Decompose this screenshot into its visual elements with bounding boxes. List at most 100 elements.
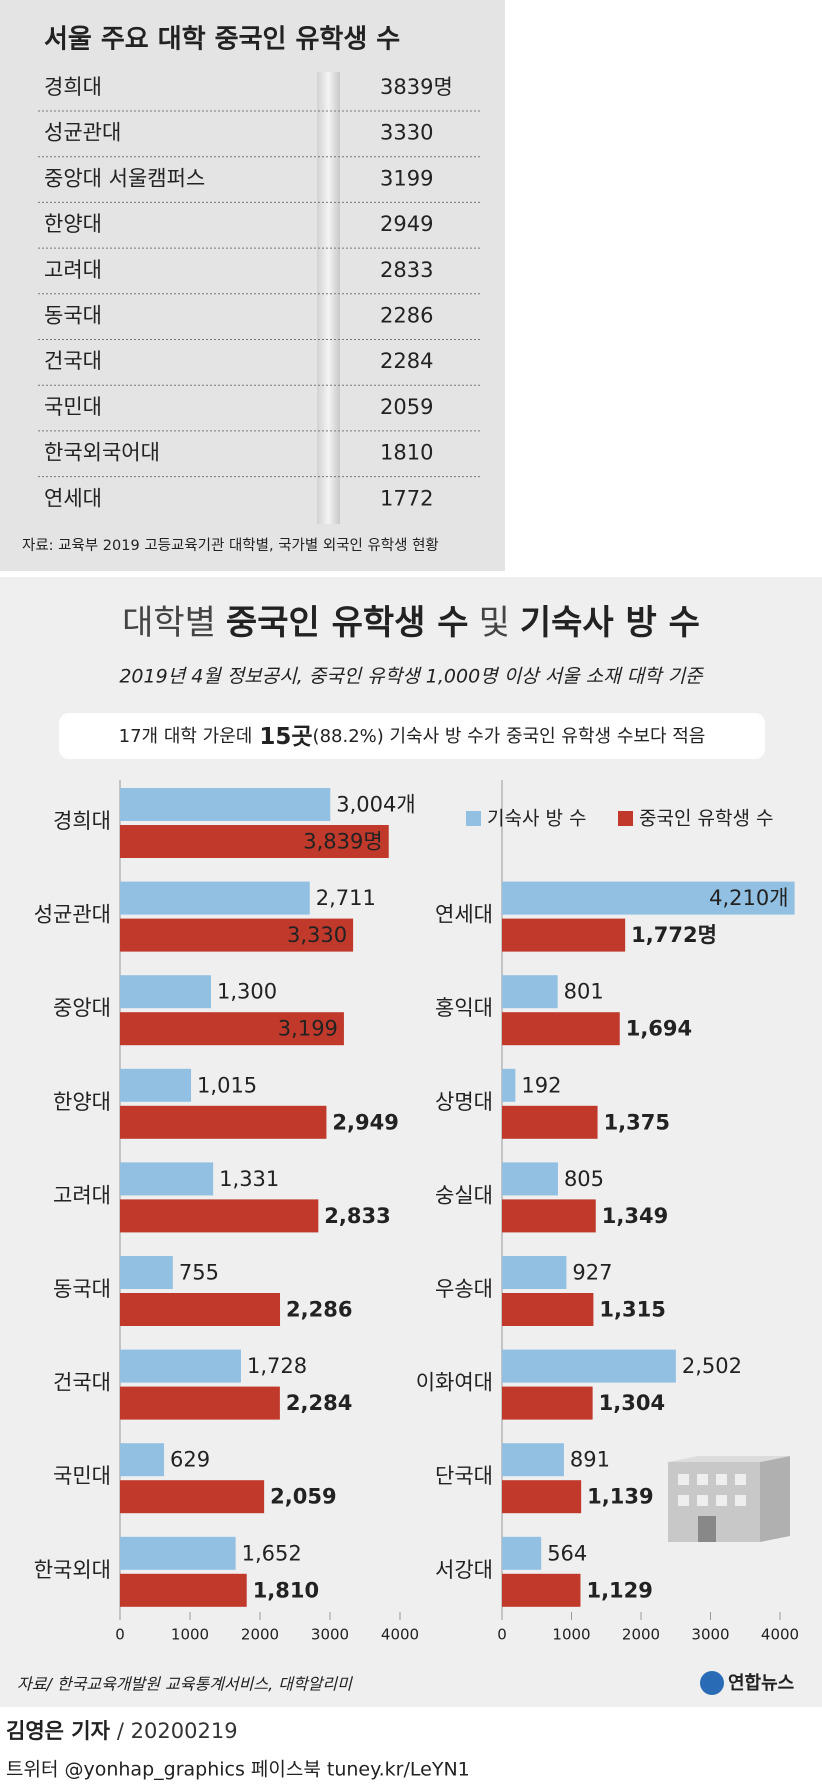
value-label: 927 [572,1261,612,1285]
category-label: 서강대 [435,1558,493,1582]
x-tick-label: 1000 [171,1626,209,1644]
table-cell: 한양대 [44,212,102,236]
x-tick-label: 2000 [241,1626,279,1644]
value-label: 1,375 [604,1110,670,1134]
table-cell: 건국대 [44,349,102,373]
category-label: 건국대 [53,1371,111,1395]
value-label: 755 [179,1261,219,1285]
x-tick-label: 4000 [381,1626,419,1644]
x-tick-label: 2000 [622,1626,660,1644]
value-label: 1,810 [253,1578,319,1602]
category-label: 한양대 [53,1090,111,1114]
table-cell: 1772 [380,486,433,510]
table-title: 서울 주요 대학 중국인 유학생 수 [44,25,400,55]
value-label: 1,304 [599,1391,665,1415]
bar [120,1256,173,1289]
value-label: 1,694 [626,1017,692,1041]
table-cell: 2949 [380,212,433,236]
table-cell: 국민대 [44,395,102,419]
value-label: 3,839명 [303,830,382,854]
bar [502,881,795,915]
byline-part: / 20200219 [117,1719,238,1743]
building-icon [668,1456,790,1542]
bar [502,1105,598,1139]
value-label: 805 [564,1167,604,1191]
table-cell: 고려대 [44,258,102,282]
note-part: (88.2%) 기숙사 방 수가 중국인 유학생 수보다 적음 [313,726,706,747]
legend-swatch [466,811,481,826]
value-label: 1,349 [602,1204,668,1228]
byline: 김영은 기자/ 20200219 [6,1719,238,1743]
bar [120,1386,280,1420]
x-tick-label: 0 [115,1626,125,1644]
bar [502,1068,516,1102]
value-label: 2,059 [270,1485,336,1509]
bar [502,1162,558,1196]
x-tick-label: 1000 [552,1626,590,1644]
title-part: 대학별 [122,603,216,643]
bar [120,788,331,821]
note-box [59,713,765,759]
bar [120,1162,214,1196]
title-part: 중국인 유학생 수 [226,603,469,643]
social: 트위터 @yonhap_graphics 페이스북 tuney.kr/LeYN1 [6,1759,470,1781]
category-label: 상명대 [435,1090,493,1114]
table-cell: 연세대 [44,486,102,510]
value-label: 2,711 [316,886,376,910]
note-part: 15곳 [259,724,312,750]
value-label: 564 [547,1541,587,1565]
x-tick-label: 3000 [691,1626,729,1644]
value-label: 2,284 [286,1391,352,1415]
category-label: 연세대 [435,903,493,927]
byline-part: 김영은 기자 [6,1719,111,1743]
category-label: 경희대 [53,809,111,833]
bar [120,1068,192,1102]
chart-title: 대학별 중국인 유학생 수 및 기숙사 방 수 [122,603,700,643]
value-label: 3,004개 [336,793,415,817]
bar [120,881,310,915]
value-label: 1,728 [247,1354,307,1378]
x-tick-label: 0 [497,1626,507,1644]
table-cell: 1810 [380,441,433,465]
value-label: 1,300 [217,980,277,1004]
chart-source: 자료/ 한국교육개발원 교육통계서비스, 대학알리미 [17,1675,353,1694]
value-label: 2,286 [286,1298,352,1322]
note-part: 17개 대학 가운데 [119,726,253,747]
category-label: 우송대 [435,1277,493,1301]
table-cell: 중앙대 서울캠퍼스 [44,166,205,190]
category-label: 국민대 [53,1464,111,1488]
table-cell: 경희대 [44,75,102,99]
bar [502,1536,542,1570]
bar [502,975,558,1009]
table-cell: 성균관대 [44,121,121,145]
value-label: 3,199 [278,1017,338,1041]
bar [120,918,354,952]
legend-label: 기숙사 방 수 [487,808,586,830]
legend-label: 중국인 유학생 수 [639,808,773,830]
value-label: 891 [570,1448,610,1472]
table-cell: 2284 [380,349,433,373]
table-cell: 동국대 [44,304,102,328]
bar [502,1386,593,1420]
value-label: 1,652 [242,1541,302,1565]
bar [502,1349,676,1383]
legend-swatch [618,811,633,826]
value-label: 629 [170,1448,210,1472]
value-label: 1,015 [197,1073,257,1097]
bar [502,1199,596,1233]
table-background [0,0,505,571]
value-label: 2,949 [332,1110,398,1134]
table-stripe [317,72,340,524]
table-cell: 3839명 [380,75,453,99]
table-cell: 2833 [380,258,433,282]
bar [502,1293,594,1326]
value-label: 192 [521,1073,561,1097]
bar [502,1573,581,1607]
category-label: 이화여대 [416,1371,493,1395]
table-cell: 2059 [380,395,433,419]
title-part: 기숙사 방 수 [520,603,700,643]
bar [502,1012,620,1046]
category-label: 성균관대 [34,903,111,927]
